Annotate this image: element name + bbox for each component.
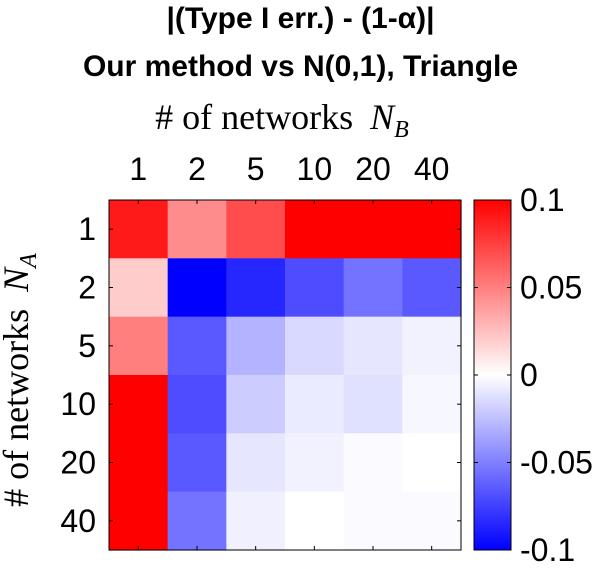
colorbar-tick-label: 0 [520, 357, 538, 393]
heatmap-cell-r2-c1 [109, 258, 169, 318]
heatmap-cell-r2-c3 [226, 258, 286, 318]
heatmap-cell-r2-c5 [343, 258, 403, 318]
plot-frame [108, 199, 462, 551]
heatmap-cell-r5-c2 [167, 433, 227, 493]
colorbar-ticks: 0.1 0.05 0 -0.05 -0.1 [474, 182, 593, 568]
heatmap-cell-r3-c1 [109, 316, 169, 376]
colorbar [473, 199, 512, 551]
heatmap-cell-r1-c6 [402, 200, 462, 259]
y-axis-label: # of networks NA [0, 253, 42, 507]
heatmap-cell-r6-c6 [402, 491, 462, 551]
heatmap-cell-r6-c3 [226, 491, 286, 551]
heatmap-cell-r4-c3 [226, 375, 286, 434]
y-tick-label: 5 [78, 328, 96, 364]
heatmap-cell-r5-c4 [285, 433, 345, 493]
heatmap-cell-r2-c2 [167, 258, 227, 318]
heatmap-cell-r6-c5 [343, 491, 403, 551]
y-tick-label: 10 [60, 386, 96, 422]
x-tick-label: 2 [188, 151, 206, 187]
heatmap-cell-r4-c1 [109, 375, 169, 434]
y-tick-label: 2 [78, 270, 96, 306]
heatmap-cell-r5-c3 [226, 433, 286, 493]
heatmap-cell-r1-c3 [226, 200, 286, 259]
heatmap-cell-r1-c4 [285, 200, 345, 259]
x-tick-label: 40 [414, 151, 450, 187]
heatmap-cell-r5-c6 [402, 433, 462, 493]
heatmap-cell-r4-c2 [167, 375, 227, 434]
x-tick-label: 5 [247, 151, 265, 187]
heatmap-cell-r3-c4 [285, 316, 345, 376]
heatmap-cell-r1-c2 [167, 200, 227, 259]
axis-tick-marks [109, 200, 461, 550]
heatmap-cell-r2-c4 [285, 258, 345, 318]
colorbar-tick-label: -0.05 [520, 445, 593, 481]
colorbar-tick-label: 0.05 [520, 270, 582, 306]
colorbar-tick-label: -0.1 [520, 532, 575, 568]
x-axis-label-symbol: N [369, 97, 396, 137]
x-tick-labels: 1 2 5 10 20 40 [129, 151, 449, 187]
heatmap-cell-r3-c3 [226, 316, 286, 376]
heatmap-cell-r4-c6 [402, 375, 462, 434]
heatmap-cell-r4-c5 [343, 375, 403, 434]
y-axis-label-text: # of networks [0, 309, 36, 507]
heatmap-cell-r6-c1 [109, 491, 169, 551]
x-tick-label: 1 [129, 151, 147, 187]
heatmap-cell-r5-c5 [343, 433, 403, 493]
heatmap-cell-r3-c5 [343, 316, 403, 376]
x-axis-label: # of networks NB [155, 97, 409, 143]
heatmap-cell-r6-c2 [167, 491, 227, 551]
y-tick-label: 20 [60, 445, 96, 481]
y-tick-label: 1 [78, 211, 96, 247]
heatmap-cell-r3-c6 [402, 316, 462, 376]
heatmap-cell-r1-c1 [109, 200, 169, 259]
heatmap-cell-r2-c6 [402, 258, 462, 318]
heatmap-cell-r3-c2 [167, 316, 227, 376]
colorbar-tick-label: 0.1 [520, 182, 564, 218]
x-tick-label: 10 [297, 151, 333, 187]
heatmap-cells [109, 200, 462, 551]
heatmap-cell-r6-c4 [285, 491, 345, 551]
y-tick-label: 40 [60, 503, 96, 539]
heatmap-cell-r4-c4 [285, 375, 345, 434]
chart-title-line1: |(Type I err.) - (1-α)| [166, 2, 435, 35]
x-axis-label-text: # of networks [155, 97, 353, 137]
x-axis-label-subscript: B [394, 117, 409, 143]
heatmap-cell-r1-c5 [343, 200, 403, 259]
y-axis-label-symbol: N [0, 266, 36, 293]
chart-title-line2: Our method vs N(0,1), Triangle [82, 50, 519, 83]
y-axis-label-subscript: A [16, 253, 42, 270]
y-tick-labels: 1 2 5 10 20 40 [60, 211, 96, 539]
x-tick-label: 20 [355, 151, 391, 187]
heatmap-cell-r5-c1 [109, 433, 169, 493]
